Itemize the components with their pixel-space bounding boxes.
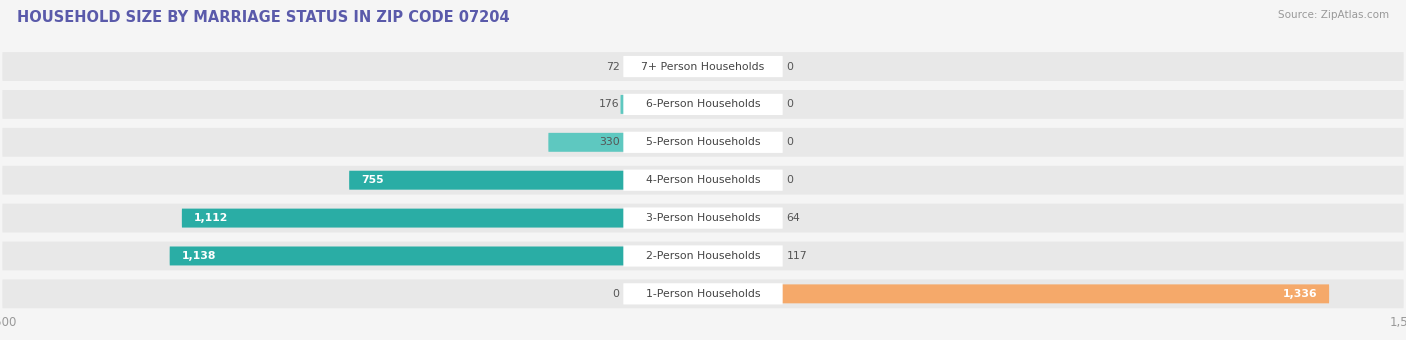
FancyBboxPatch shape	[703, 284, 1329, 303]
FancyBboxPatch shape	[623, 132, 783, 153]
Text: 0: 0	[613, 289, 620, 299]
FancyBboxPatch shape	[623, 170, 783, 191]
FancyBboxPatch shape	[623, 94, 783, 115]
Text: 0: 0	[786, 99, 793, 109]
Text: 7+ Person Households: 7+ Person Households	[641, 62, 765, 71]
FancyBboxPatch shape	[623, 245, 783, 267]
Text: 1-Person Households: 1-Person Households	[645, 289, 761, 299]
Text: 4-Person Households: 4-Person Households	[645, 175, 761, 185]
FancyBboxPatch shape	[703, 209, 733, 227]
Text: 6-Person Households: 6-Person Households	[645, 99, 761, 109]
FancyBboxPatch shape	[3, 242, 1403, 270]
FancyBboxPatch shape	[349, 171, 703, 190]
Text: 64: 64	[786, 213, 800, 223]
Text: 72: 72	[606, 62, 620, 71]
FancyBboxPatch shape	[3, 52, 1403, 81]
Text: 755: 755	[361, 175, 384, 185]
FancyBboxPatch shape	[620, 95, 703, 114]
Text: 3-Person Households: 3-Person Households	[645, 213, 761, 223]
FancyBboxPatch shape	[623, 283, 783, 304]
Text: Source: ZipAtlas.com: Source: ZipAtlas.com	[1278, 10, 1389, 20]
FancyBboxPatch shape	[623, 207, 783, 229]
FancyBboxPatch shape	[181, 209, 703, 227]
FancyBboxPatch shape	[3, 128, 1403, 157]
FancyBboxPatch shape	[3, 204, 1403, 233]
Text: 2-Person Households: 2-Person Households	[645, 251, 761, 261]
FancyBboxPatch shape	[623, 56, 783, 77]
FancyBboxPatch shape	[170, 246, 703, 266]
Text: 1,336: 1,336	[1282, 289, 1317, 299]
Text: 0: 0	[786, 137, 793, 147]
Text: 0: 0	[786, 175, 793, 185]
FancyBboxPatch shape	[548, 133, 703, 152]
Text: 176: 176	[599, 99, 620, 109]
Text: 1,112: 1,112	[194, 213, 228, 223]
Text: 0: 0	[786, 62, 793, 71]
FancyBboxPatch shape	[3, 279, 1403, 308]
Text: 117: 117	[786, 251, 807, 261]
FancyBboxPatch shape	[703, 246, 758, 266]
Text: 1,138: 1,138	[181, 251, 215, 261]
Text: HOUSEHOLD SIZE BY MARRIAGE STATUS IN ZIP CODE 07204: HOUSEHOLD SIZE BY MARRIAGE STATUS IN ZIP…	[17, 10, 509, 25]
FancyBboxPatch shape	[3, 166, 1403, 194]
Text: 5-Person Households: 5-Person Households	[645, 137, 761, 147]
Text: 330: 330	[599, 137, 620, 147]
FancyBboxPatch shape	[669, 57, 703, 76]
FancyBboxPatch shape	[3, 90, 1403, 119]
